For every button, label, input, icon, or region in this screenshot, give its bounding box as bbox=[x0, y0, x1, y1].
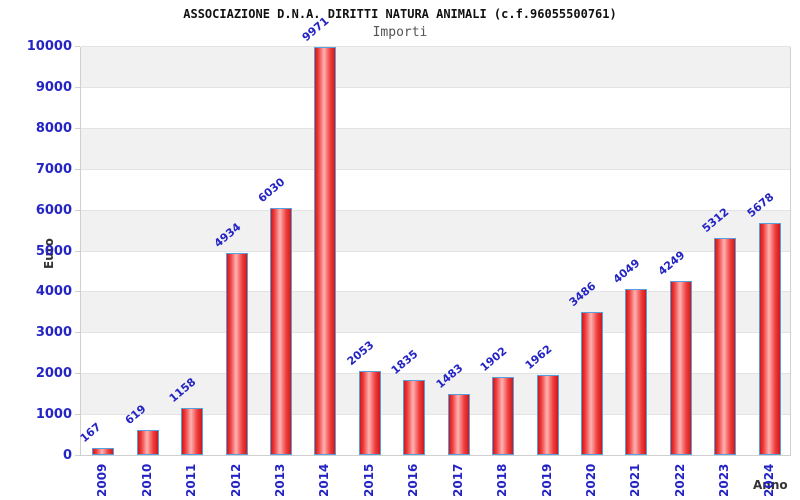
x-tick-label-2018: 2018 bbox=[495, 463, 509, 497]
y-tick-mark bbox=[75, 373, 80, 374]
plot-band bbox=[81, 209, 790, 251]
y-tick-mark bbox=[75, 87, 80, 88]
x-tick-label-2016: 2016 bbox=[406, 463, 420, 497]
y-tick-label: 8000 bbox=[35, 121, 72, 136]
y-tick-label: 10000 bbox=[26, 39, 72, 54]
y-tick-mark bbox=[75, 46, 80, 47]
bar-2018 bbox=[492, 377, 514, 455]
bar-value-label: 2053 bbox=[344, 338, 377, 368]
y-tick-label: 9000 bbox=[35, 80, 72, 95]
bar-2010 bbox=[137, 430, 159, 455]
bar-2024 bbox=[759, 223, 781, 455]
bar-2014 bbox=[314, 47, 336, 455]
y-tick-mark bbox=[75, 332, 80, 333]
plot-band bbox=[81, 46, 790, 87]
y-tick-label: 5000 bbox=[35, 244, 72, 259]
x-tick-label-2023: 2023 bbox=[717, 463, 731, 497]
gridline bbox=[81, 414, 790, 416]
chart-subtitle: Importi bbox=[372, 25, 428, 40]
y-tick-mark bbox=[75, 210, 80, 211]
bar-value-label: 4049 bbox=[610, 256, 643, 286]
y-tick-label: 0 bbox=[62, 448, 72, 463]
x-tick-label-2017: 2017 bbox=[451, 463, 465, 497]
x-tick-label-2019: 2019 bbox=[540, 463, 554, 497]
bar-2011 bbox=[181, 408, 203, 455]
gridline bbox=[81, 86, 790, 88]
bar-2012 bbox=[226, 253, 248, 455]
x-tick-label-2012: 2012 bbox=[229, 463, 243, 497]
y-tick-label: 6000 bbox=[35, 203, 72, 218]
x-tick-label-2015: 2015 bbox=[362, 463, 376, 497]
bar-value-label: 6030 bbox=[255, 175, 288, 205]
bar-value-label: 167 bbox=[77, 420, 104, 445]
bar-value-label: 4249 bbox=[655, 248, 688, 278]
gridline bbox=[81, 373, 790, 375]
bar-2023 bbox=[714, 238, 736, 455]
plot-area: 167 619 1158 4934 6030 9971 2053 1835 1483 1902 19… bbox=[77, 14, 791, 456]
x-tick-label-2024: 2024 bbox=[762, 463, 776, 497]
bar-2021 bbox=[625, 289, 647, 455]
y-tick-label: 4000 bbox=[35, 284, 72, 299]
plot-band bbox=[81, 127, 790, 169]
x-tick-label-2013: 2013 bbox=[273, 463, 287, 497]
y-tick-mark bbox=[75, 455, 80, 456]
y-tick-mark bbox=[75, 128, 80, 129]
gridline bbox=[81, 332, 790, 334]
x-tick-label-2010: 2010 bbox=[140, 463, 154, 497]
bar-2009 bbox=[92, 448, 114, 455]
bar-2016 bbox=[403, 380, 425, 455]
gridline bbox=[81, 209, 790, 211]
bar-2022 bbox=[670, 281, 692, 455]
x-tick-label-2014: 2014 bbox=[317, 463, 331, 497]
y-tick-label: 3000 bbox=[35, 325, 72, 340]
y-tick-mark bbox=[75, 291, 80, 292]
bar-2019 bbox=[537, 375, 559, 455]
y-tick-mark bbox=[75, 169, 80, 170]
y-tick-label: 1000 bbox=[35, 407, 72, 422]
bar-2013 bbox=[270, 208, 292, 455]
bar-2015 bbox=[359, 371, 381, 455]
x-axis-title: Anno bbox=[753, 478, 788, 492]
gridline bbox=[81, 291, 790, 293]
chart-title: ASSOCIAZIONE D.N.A. DIRITTI NATURA ANIMA… bbox=[183, 7, 617, 21]
y-tick-mark bbox=[75, 414, 80, 415]
gridline bbox=[81, 46, 790, 47]
bar-2020 bbox=[581, 312, 603, 455]
x-tick-label-2011: 2011 bbox=[184, 463, 198, 497]
y-tick-label: 7000 bbox=[35, 162, 72, 177]
bar-value-label: 1962 bbox=[522, 342, 555, 372]
x-tick-label-2022: 2022 bbox=[673, 463, 687, 497]
gridline bbox=[81, 250, 790, 252]
x-tick-label-2009: 2009 bbox=[95, 463, 109, 497]
gridline bbox=[81, 127, 790, 129]
y-tick-mark bbox=[75, 251, 80, 252]
x-tick-label-2021: 2021 bbox=[628, 463, 642, 497]
x-tick-label-2020: 2020 bbox=[584, 463, 598, 497]
gridline bbox=[81, 168, 790, 170]
y-tick-label: 2000 bbox=[35, 366, 72, 381]
bar-value-label: 1902 bbox=[477, 344, 510, 374]
bar-2017 bbox=[448, 394, 470, 455]
